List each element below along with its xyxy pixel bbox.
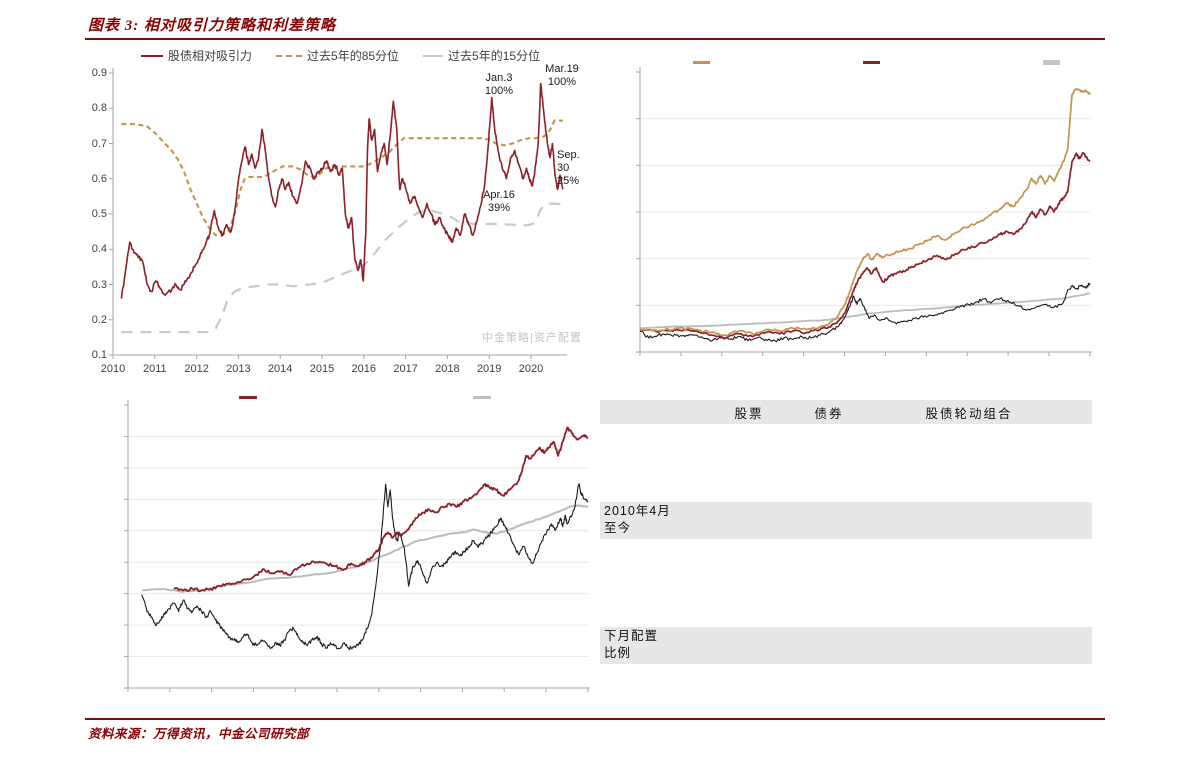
axis-tick-label: 0.1 [91, 349, 107, 361]
axis-tick-label: 0.5 [91, 208, 107, 220]
axis-tick-label: 0.3 [91, 278, 107, 291]
gray-legend-dash [1043, 60, 1060, 65]
tan-legend-dash [693, 61, 710, 64]
dark-red-legend-dash [239, 396, 257, 399]
table-header-stocks: 股票 [734, 407, 764, 421]
axis-tick-label: 2019 [476, 363, 502, 375]
axis-tick-label: 2012 [184, 363, 209, 375]
legend-item-relative-attractiveness: 股债相对吸引力 [141, 47, 252, 64]
axis-tick-label: 0.6 [91, 172, 107, 185]
gray-legend-dash [473, 396, 491, 399]
axis-tick-label: 2020 [518, 363, 544, 375]
axis-tick-label: 0.8 [91, 102, 107, 115]
table-header-bonds: 债券 [814, 407, 844, 421]
axis-tick-label: 2017 [393, 363, 418, 375]
annotation-mar19: Mar.19 100% [545, 63, 579, 88]
annotation-apr16: Apr.16 39% [483, 189, 515, 214]
annotation-sep30: Sep. 30 25% [557, 149, 580, 187]
axis-tick-label: 2013 [226, 363, 251, 375]
axis-tick-label: 0.9 [91, 67, 107, 79]
axis-tick-label: 0.2 [91, 313, 107, 326]
title-rule [85, 38, 1105, 40]
gray-line-legend-mark [423, 54, 444, 57]
axis-tick-label: 0.7 [91, 137, 107, 150]
table-header-band [600, 400, 1092, 424]
source-note: 资料来源：万得资讯，中金公司研究部 [88, 727, 310, 741]
axis-tick-label: 2015 [309, 363, 335, 375]
legend-label: 过去5年的85分位 [307, 49, 400, 63]
axis-tick-label: 2010 [100, 363, 126, 375]
legend-label: 过去5年的15分位 [448, 49, 541, 63]
tan-dashed-legend-mark [276, 54, 303, 57]
table-row-band [600, 627, 1092, 664]
legend-item-15th-percentile: 过去5年的15分位 [423, 47, 540, 64]
table-row-label: 2010年4月 至今 [604, 504, 671, 535]
axis-tick-label: 2016 [351, 363, 377, 375]
dark-red-legend-dash [863, 61, 880, 64]
annotation-jan3: Jan.3 100% [484, 72, 514, 97]
chart1-legend: 股债相对吸引力 过去5年的85分位 过去5年的15分位 [141, 47, 540, 64]
axis-tick-label: 2014 [267, 363, 293, 375]
axis-tick-label: 2011 [142, 363, 167, 375]
legend-label: 股债相对吸引力 [168, 49, 253, 63]
watermark: 中金策略|资产配置 [482, 332, 582, 344]
axis-tick-label: 0.4 [91, 243, 107, 256]
table-row-band [600, 502, 1092, 539]
table-header-rotation-portfolio: 股债轮动组合 [925, 407, 1013, 421]
footer-rule [85, 718, 1105, 720]
legend-item-85th-percentile: 过去5年的85分位 [276, 47, 399, 64]
table-row-label: 下月配置 比例 [604, 629, 659, 660]
figure-title: 图表 3: 相对吸引力策略和利差策略 [88, 18, 336, 34]
axis-tick-label: 2018 [435, 363, 460, 375]
red-line-legend-mark [141, 54, 163, 57]
